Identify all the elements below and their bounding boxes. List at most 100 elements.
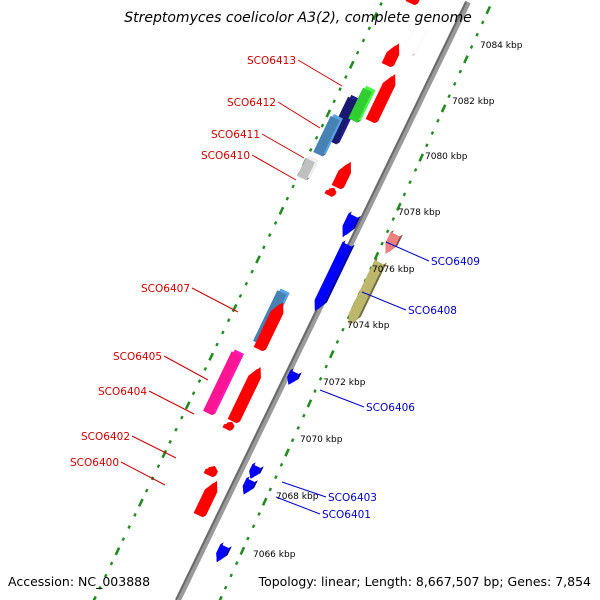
ruler-tick [137, 498, 144, 507]
ruler-tick [92, 595, 97, 600]
ruler-tick [208, 352, 215, 361]
ruler-tick [250, 269, 254, 274]
ruler-tick [335, 339, 340, 344]
gene-label-sco6412[interactable]: SCO6412 [227, 97, 276, 109]
gene-label-sco6403[interactable]: SCO6403 [328, 492, 377, 504]
ruler-tick [133, 512, 137, 517]
sco6403-arrow[interactable] [249, 462, 264, 479]
ruler-tick [261, 497, 268, 506]
sco6411-box[interactable] [313, 114, 343, 157]
leader-line [163, 355, 209, 381]
ruler-tick [296, 426, 301, 430]
ruler-tick [355, 50, 360, 55]
sco6406-arrow-face [287, 370, 299, 385]
ruler-tick [458, 69, 463, 74]
rev-gene-a-face [342, 213, 358, 238]
ruler-tick [284, 448, 290, 457]
ruler-tick [313, 389, 317, 394]
ruler-tick [453, 81, 457, 86]
ruler-tick [430, 131, 435, 135]
sco-gene-b[interactable] [381, 43, 400, 68]
top-red-gene[interactable] [405, 0, 428, 6]
gene-label-sco6409[interactable]: SCO6409 [431, 256, 480, 268]
sco6412-box[interactable] [348, 85, 376, 123]
sco6405-box[interactable] [203, 349, 244, 416]
map-title: Streptomyces coelicolor A3(2), complete … [124, 10, 472, 26]
ruler-tick [257, 512, 261, 516]
sco6407-arrow-face [253, 304, 281, 352]
tick-marks [92, 2, 492, 600]
sco6404-arrow[interactable] [227, 367, 261, 424]
kbp-label: 7080 kbp [425, 152, 468, 162]
sco6412-box-face [348, 87, 373, 123]
sco6400-arrow[interactable] [193, 480, 218, 518]
top-red-gene-face [405, 0, 418, 6]
ruler-tick [114, 547, 121, 556]
small-fwd-a[interactable] [324, 187, 337, 197]
gene-label-sco6411[interactable]: SCO6411 [211, 129, 260, 141]
gene-label-sco6401[interactable]: SCO6401 [322, 509, 371, 521]
gene-label-sco6413[interactable]: SCO6413 [247, 55, 296, 67]
sco6409-box[interactable] [385, 230, 403, 254]
ruler-tick [255, 255, 261, 264]
sco-gene-a[interactable] [402, 26, 427, 57]
sco6411-box-face [313, 115, 340, 157]
ruler-tick [235, 561, 239, 566]
ruler-tick [463, 55, 469, 64]
rev-gene-a[interactable] [342, 211, 361, 238]
kbp-label: 7074 kbp [347, 321, 390, 331]
gene-label-sco6404[interactable]: SCO6404 [98, 386, 147, 398]
sco6409-box-face [385, 231, 400, 254]
gene-label-sco6410[interactable]: SCO6410 [201, 150, 250, 162]
gene-label-sco6406[interactable]: SCO6406 [366, 402, 415, 414]
gene-label-sco6402[interactable]: SCO6402 [81, 431, 130, 443]
sco6410-arrow[interactable] [331, 161, 351, 190]
kbp-label: 7078 kbp [398, 208, 441, 218]
sco6412-arrow[interactable] [365, 74, 396, 124]
small-fwd-b-top [225, 421, 235, 430]
sco6404-arrow-face [227, 368, 258, 424]
sco6407-arrow[interactable] [253, 302, 284, 352]
rev-big-arrow-face [314, 242, 352, 312]
ruler-tick [174, 427, 178, 432]
ruler-tick [440, 104, 447, 113]
ruler-tick [328, 350, 335, 359]
ruler-tick [221, 330, 225, 335]
ruler-tick [413, 167, 418, 172]
ruler-tick [396, 202, 402, 211]
rev-bottom-arrow[interactable] [216, 542, 232, 563]
small-fwd-b[interactable] [222, 421, 235, 431]
ruler-tick [285, 196, 290, 201]
sco6401-arrow-face [242, 478, 255, 495]
sco6412-arrow-face [365, 76, 393, 124]
ruler-tick [197, 379, 202, 384]
gene-label-sco6408[interactable]: SCO6408 [408, 305, 457, 317]
ruler-tick [318, 376, 323, 381]
ruler-tick [480, 20, 485, 25]
sco6410-arrow-face [331, 163, 348, 190]
ruler-tick [231, 303, 238, 313]
rev-big-arrow[interactable] [314, 240, 355, 312]
small-fwd-a-face [324, 189, 334, 197]
ruler-tick [262, 245, 266, 250]
ruler-tick [267, 233, 272, 238]
ruler-tick [238, 293, 243, 298]
leader-line [131, 435, 177, 459]
gene-label-sco6400[interactable]: SCO6400 [70, 457, 119, 469]
gene-label-sco6407[interactable]: SCO6407 [141, 283, 190, 295]
leader-line [251, 154, 297, 181]
ruler-tick [98, 585, 102, 590]
top-red-gene-shadow [405, 0, 420, 6]
sco6410-box[interactable] [297, 156, 319, 181]
kbp-labels: 7066 kbp 7068 kbp 7070 kbp 7072 kbp 7074 kbp… [253, 41, 523, 560]
leader-line [191, 287, 239, 313]
sco6408-box[interactable] [348, 258, 387, 326]
leader-line [281, 481, 327, 498]
leader-line [277, 101, 321, 129]
sco6406-arrow[interactable] [287, 368, 302, 385]
sco6401-arrow[interactable] [242, 476, 258, 495]
gene-label-sco6405[interactable]: SCO6405 [113, 351, 162, 363]
ruler-tick [127, 525, 131, 529]
leader-line [361, 291, 407, 311]
sco6402-arrow[interactable] [203, 466, 218, 478]
